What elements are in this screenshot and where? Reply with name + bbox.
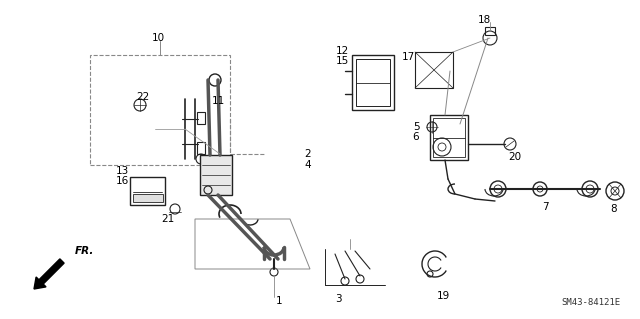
Text: 19: 19: [436, 291, 450, 301]
Text: 1: 1: [276, 296, 282, 306]
Text: 21: 21: [161, 214, 175, 224]
Bar: [433, 118, 465, 157]
Text: 17: 17: [401, 52, 415, 62]
Text: FR.: FR.: [75, 246, 94, 256]
Text: 3: 3: [335, 294, 341, 304]
Text: SM43-84121E: SM43-84121E: [561, 298, 620, 307]
Text: 11: 11: [211, 96, 225, 106]
Text: 4: 4: [305, 160, 311, 170]
Text: 10: 10: [152, 33, 164, 43]
Text: 8: 8: [611, 204, 618, 214]
Bar: [415, 52, 453, 88]
Bar: [430, 115, 468, 160]
Bar: [197, 112, 205, 124]
Text: 22: 22: [136, 92, 150, 102]
Bar: [130, 177, 165, 205]
Text: 5: 5: [413, 122, 419, 132]
Text: 16: 16: [115, 176, 129, 186]
Text: 20: 20: [508, 152, 522, 162]
Text: 2: 2: [305, 149, 311, 159]
Bar: [133, 194, 163, 202]
Bar: [356, 59, 390, 106]
Text: 6: 6: [413, 132, 419, 142]
Bar: [485, 27, 495, 35]
Bar: [90, 55, 230, 165]
FancyArrow shape: [34, 259, 64, 289]
Text: 7: 7: [541, 202, 548, 212]
Bar: [197, 142, 205, 154]
Text: 13: 13: [115, 166, 129, 176]
Text: 18: 18: [477, 15, 491, 25]
Bar: [352, 55, 394, 110]
Text: 12: 12: [335, 46, 349, 56]
Bar: [200, 155, 232, 195]
Text: 15: 15: [335, 56, 349, 66]
